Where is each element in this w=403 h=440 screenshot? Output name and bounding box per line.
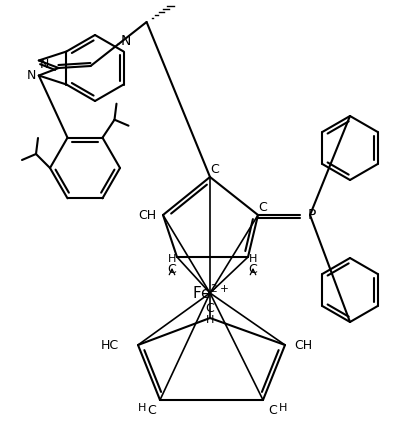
Text: C: C — [269, 403, 277, 417]
Text: H: H — [138, 403, 146, 413]
Text: P: P — [308, 208, 316, 222]
Text: H: H — [206, 315, 214, 325]
Text: H: H — [168, 254, 176, 264]
Text: Fe$^{2+}$: Fe$^{2+}$ — [191, 284, 229, 302]
Text: C: C — [168, 263, 177, 275]
Text: N: N — [40, 58, 50, 71]
Text: C: C — [259, 201, 267, 213]
Text: C: C — [206, 301, 214, 315]
Text: HC: HC — [101, 338, 119, 352]
Text: C: C — [211, 162, 219, 176]
Text: C: C — [147, 403, 156, 417]
Text: H: H — [249, 254, 257, 264]
Text: CH: CH — [294, 338, 312, 352]
Text: C: C — [249, 263, 258, 275]
Text: N: N — [120, 34, 131, 48]
Text: CH: CH — [138, 209, 156, 221]
Text: N: N — [27, 69, 37, 82]
Text: H: H — [279, 403, 287, 413]
